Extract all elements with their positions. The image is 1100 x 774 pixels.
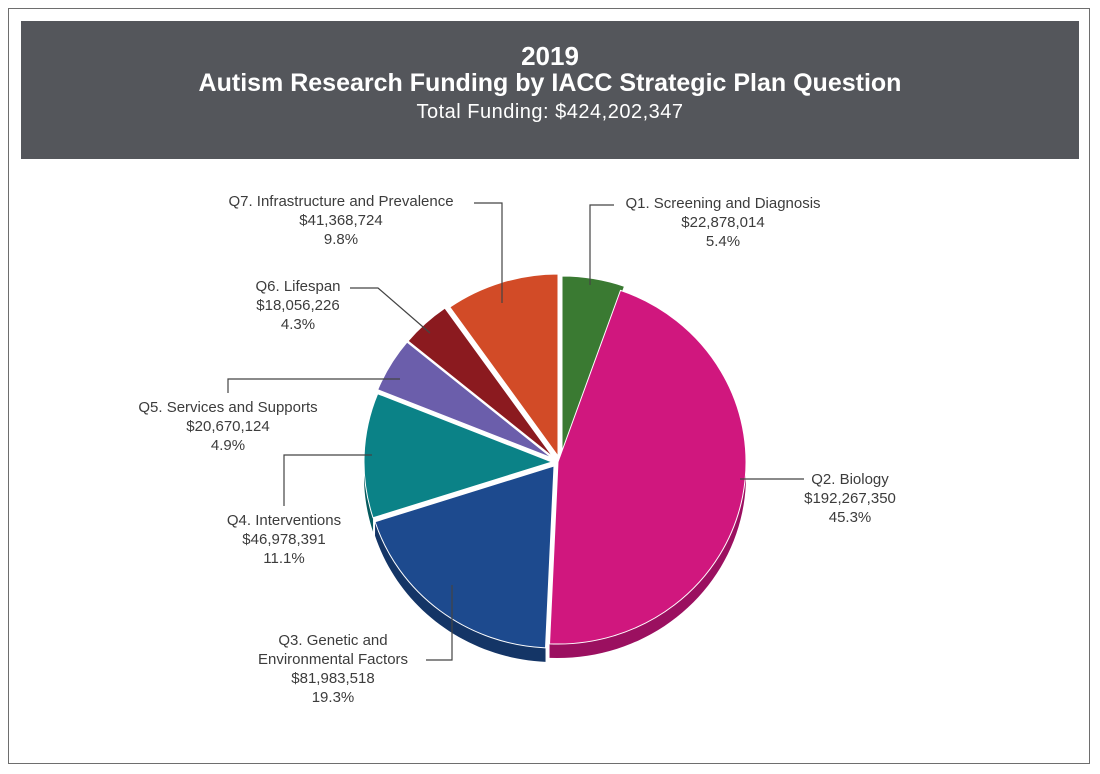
slice-amount: $20,670,124 [186,418,270,435]
slice-percent: 45.3% [828,509,872,526]
leader-line-q5 [227,378,400,393]
slice-name: Q1. Screening and Diagnosis [625,195,821,212]
slice-label-q3: Q3. Genetic and Environmental Factors $81,… [258,631,408,707]
pie-slice-q2 [549,289,747,645]
pie-depth-q4 [364,462,374,532]
chart-year: 2019 [521,41,579,71]
pie-slice-q7 [449,273,559,458]
chart-title: Autism Research Funding by IACC Strategi… [198,69,902,97]
slice-name: Q6. Lifespan [255,278,341,295]
chart-header: 2019 Autism Research Funding by IACC Str… [21,21,1079,159]
slice-name: Q4. Interventions [226,512,342,529]
slice-label-q4: Q4. Interventions $46,978,391 11.1% [227,511,341,568]
slice-name: Environmental Factors [257,651,409,668]
slice-label-q5: Q5. Services and Supports $20,670,124 4.9% [138,398,317,455]
leader-line-q7 [474,202,503,303]
slice-label-q1: Q1. Screening and Diagnosis $22,878,014 5.… [625,194,820,251]
chart-total-funding: Total Funding: $424,202,347 [416,101,684,123]
slice-percent: 11.1% [263,550,305,567]
slice-amount: $22,878,014 [681,214,765,231]
leader-line-q3 [426,585,453,661]
slice-percent: 9.8% [323,231,359,248]
slice-percent: 5.4% [705,233,741,250]
leader-line-q6 [350,287,431,334]
pie-top-layer [363,273,747,649]
pie-slice-q6 [407,307,554,458]
slice-amount: $46,978,391 [242,531,326,548]
slice-label-q2: Q2. Biology $192,267,350 45.3% [804,470,896,527]
slice-name: Q3. Genetic and [278,632,388,649]
leader-line-q1 [589,204,614,285]
slice-name: Q5. Services and Supports [138,399,318,416]
slice-name: Q7. Infrastructure and Prevalence [228,193,454,210]
slice-amount: $41,368,724 [299,212,383,229]
slice-amount: $18,056,226 [256,297,340,314]
leader-line-q4 [283,454,372,506]
leader-lines [227,202,804,661]
slice-percent: 19.3% [311,689,355,706]
slice-name: Q2. Biology [811,471,889,488]
slice-label-q7: Q7. Infrastructure and Prevalence $41,368… [228,192,453,249]
slice-amount: $81,983,518 [291,670,375,687]
pie-depth-layer [364,462,746,662]
slice-amount: $192,267,350 [804,490,896,507]
slice-label-q6: Q6. Lifespan $18,056,226 4.3% [255,277,340,334]
pie-slice-q5 [377,341,553,459]
pie-depth-q3 [375,521,546,662]
pie-slice-q3 [374,465,555,649]
slice-percent: 4.9% [210,437,246,454]
slice-percent: 4.3% [280,316,316,333]
